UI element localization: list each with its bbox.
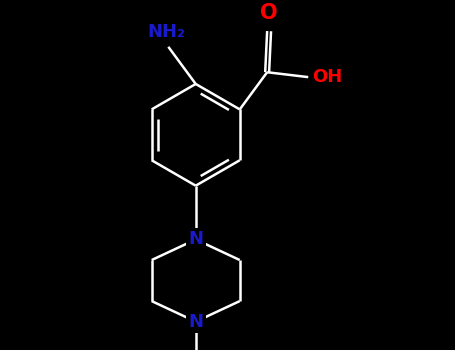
Text: OH: OH — [312, 68, 342, 86]
Text: N: N — [188, 231, 203, 248]
Text: O: O — [260, 4, 278, 23]
Text: N: N — [188, 313, 203, 331]
Text: NH₂: NH₂ — [147, 23, 185, 41]
